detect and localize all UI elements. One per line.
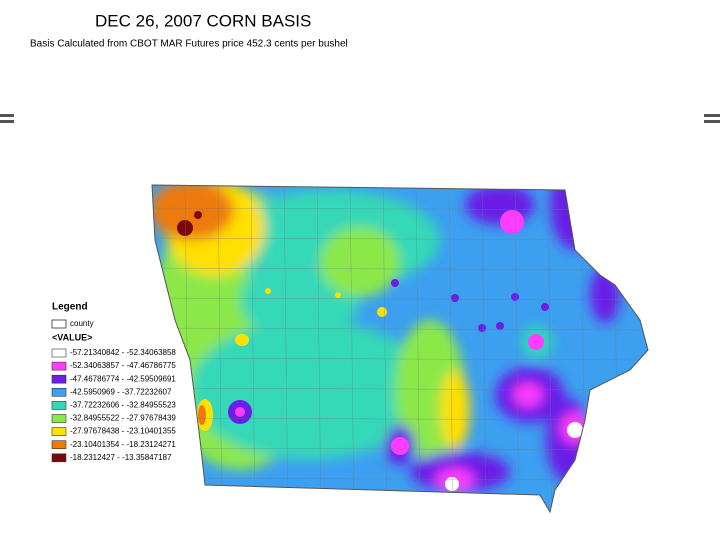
county-line: [481, 185, 487, 512]
zone: [235, 334, 249, 346]
zone: [177, 220, 193, 236]
legend-swatch: [51, 440, 67, 450]
legend-label: -52.34063857 - -47.46786775: [70, 361, 176, 370]
county-label: county: [70, 319, 94, 328]
legend-swatch: [51, 348, 67, 358]
county-line: [152, 387, 648, 391]
map: [152, 185, 648, 512]
surface: [152, 185, 620, 492]
zone: [194, 211, 202, 219]
county-line: [382, 185, 388, 512]
zone: [377, 307, 387, 317]
zone: [451, 428, 459, 436]
legend: Legend county <VALUE> -57.21340842 - -52…: [51, 302, 176, 463]
county-line: [547, 185, 553, 512]
county-line: [217, 185, 223, 512]
zone: [550, 185, 600, 250]
legend-swatch: [51, 453, 67, 463]
county-line: [152, 417, 648, 421]
legend-swatch: [51, 374, 67, 384]
zone: [567, 422, 583, 438]
zone: [541, 303, 549, 311]
zone: [451, 294, 459, 302]
zone: [496, 322, 504, 330]
zone: [511, 293, 519, 301]
legend-swatch: [51, 401, 67, 410]
legend-swatch: [51, 414, 67, 423]
county-line: [250, 185, 256, 512]
legend-title: Legend: [52, 302, 88, 313]
value-heading: <VALUE>: [52, 332, 92, 342]
legend-label: -18.2312427 - -13.35847187: [70, 453, 172, 462]
county-swatch: [51, 319, 67, 329]
zone: [440, 370, 470, 450]
county-line: [283, 185, 289, 512]
county-line: [514, 185, 520, 512]
zone: [528, 334, 544, 350]
zone: [391, 279, 399, 287]
zone: [465, 185, 535, 225]
zone: [198, 405, 206, 425]
county-line: [415, 185, 421, 512]
legend-label: -23.10401354 - -18.23124271: [70, 440, 176, 449]
county-line: [152, 267, 648, 271]
legend-label: -47.46786774 - -42.59509691: [70, 374, 176, 383]
zone: [513, 383, 543, 407]
legend-label: -32.84955522 - -27.97678439: [70, 414, 176, 423]
county-line: [152, 357, 648, 361]
subtitle: Basis Calculated from CBOT MAR Futures p…: [30, 39, 348, 50]
county-line: [152, 447, 648, 451]
legend-label: -42.5950969 - -37.72232607: [70, 387, 172, 396]
zone: [335, 292, 341, 298]
legend-swatch: [51, 361, 67, 371]
legend-label: -37.72232606 - -32.84955523: [70, 401, 176, 410]
title: DEC 26, 2007 CORN BASIS: [95, 11, 311, 30]
county-line: [152, 297, 648, 301]
county-line: [152, 327, 648, 331]
nav-right[interactable]: [704, 114, 720, 123]
county-line: [316, 185, 322, 512]
legend-swatch: [51, 387, 67, 397]
nav-left[interactable]: [0, 114, 14, 123]
zone: [500, 210, 524, 234]
zone: [445, 477, 459, 491]
zone: [190, 320, 430, 460]
zone: [478, 324, 486, 332]
county-line: [448, 185, 454, 512]
zone: [320, 227, 400, 297]
county-line: [152, 507, 648, 511]
zone: [391, 437, 409, 455]
county-line: [349, 185, 355, 512]
zone: [152, 185, 234, 240]
legend-label: -57.21340842 - -52.34063858: [70, 348, 176, 357]
zone: [235, 407, 245, 417]
legend-swatch: [51, 427, 67, 436]
zone: [265, 288, 271, 294]
legend-label: -27.97678438 - -23.10401355: [70, 427, 176, 436]
